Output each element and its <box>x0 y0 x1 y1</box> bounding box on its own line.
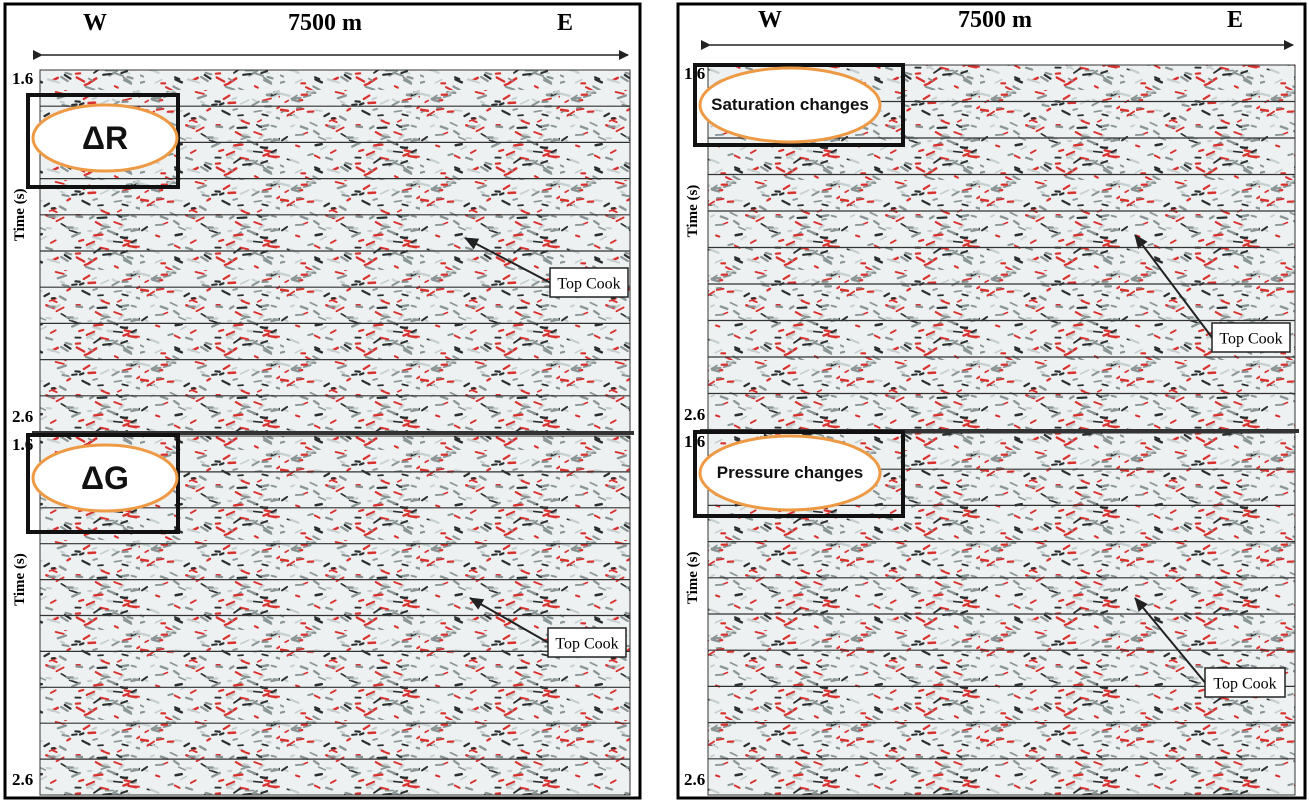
west-label: W <box>83 10 107 36</box>
badge-box: Saturation changes <box>711 95 869 114</box>
annotation-arrow <box>1134 234 1213 339</box>
distance-label: 7500 m <box>288 10 362 36</box>
east-label: E <box>1227 7 1243 33</box>
badge-ellipse <box>698 66 882 144</box>
distance-label: 7500 m <box>958 7 1032 33</box>
time-axis-label: Time (s) <box>12 553 28 606</box>
time-axis-label: Time (s) <box>12 188 28 241</box>
badge-text: ΔR <box>81 119 129 156</box>
east-label: E <box>557 10 573 36</box>
annotation-box <box>1211 322 1291 353</box>
annotation-text: Top Cook <box>1213 676 1276 693</box>
badge-text: Pressure changes <box>716 463 864 482</box>
badge-box: ΔR <box>81 119 129 156</box>
time-axis-label: Time (s) <box>685 551 701 604</box>
badge-text: Saturation changes <box>711 95 869 114</box>
annotation-text: Top Cook <box>555 636 618 653</box>
annotation-arrow <box>469 597 549 644</box>
time-tick-label: 1.6 <box>12 435 33 454</box>
badge-frame <box>693 430 905 518</box>
badge-frame <box>693 63 905 147</box>
panel-frame <box>676 2 1307 800</box>
badge-ellipse <box>31 443 179 513</box>
time-tick-label: 2.6 <box>12 407 33 426</box>
annotation-arrow <box>1134 597 1206 684</box>
annotation-text: Top Cook <box>557 276 620 293</box>
west-label: W <box>758 7 782 33</box>
annotation-box <box>1204 667 1286 698</box>
badge-box: Pressure changes <box>716 463 864 482</box>
time-tick-label: 1.6 <box>12 69 33 88</box>
time-axis-label: Time (s) <box>685 185 701 238</box>
annotation-arrow <box>464 237 551 284</box>
time-tick-label: 2.6 <box>684 770 705 789</box>
panel-frame <box>3 2 642 800</box>
badge-box: ΔG <box>81 459 129 496</box>
badge-text: ΔG <box>81 459 129 496</box>
annotation-box <box>547 627 627 658</box>
annotation-box <box>549 267 629 298</box>
badge-ellipse <box>31 103 179 173</box>
badge-frame <box>26 433 180 534</box>
badge-ellipse <box>698 434 882 512</box>
annotation-text: Top Cook <box>1219 331 1282 348</box>
time-tick-label: 2.6 <box>12 770 33 789</box>
time-tick-label: 2.6 <box>684 405 705 424</box>
